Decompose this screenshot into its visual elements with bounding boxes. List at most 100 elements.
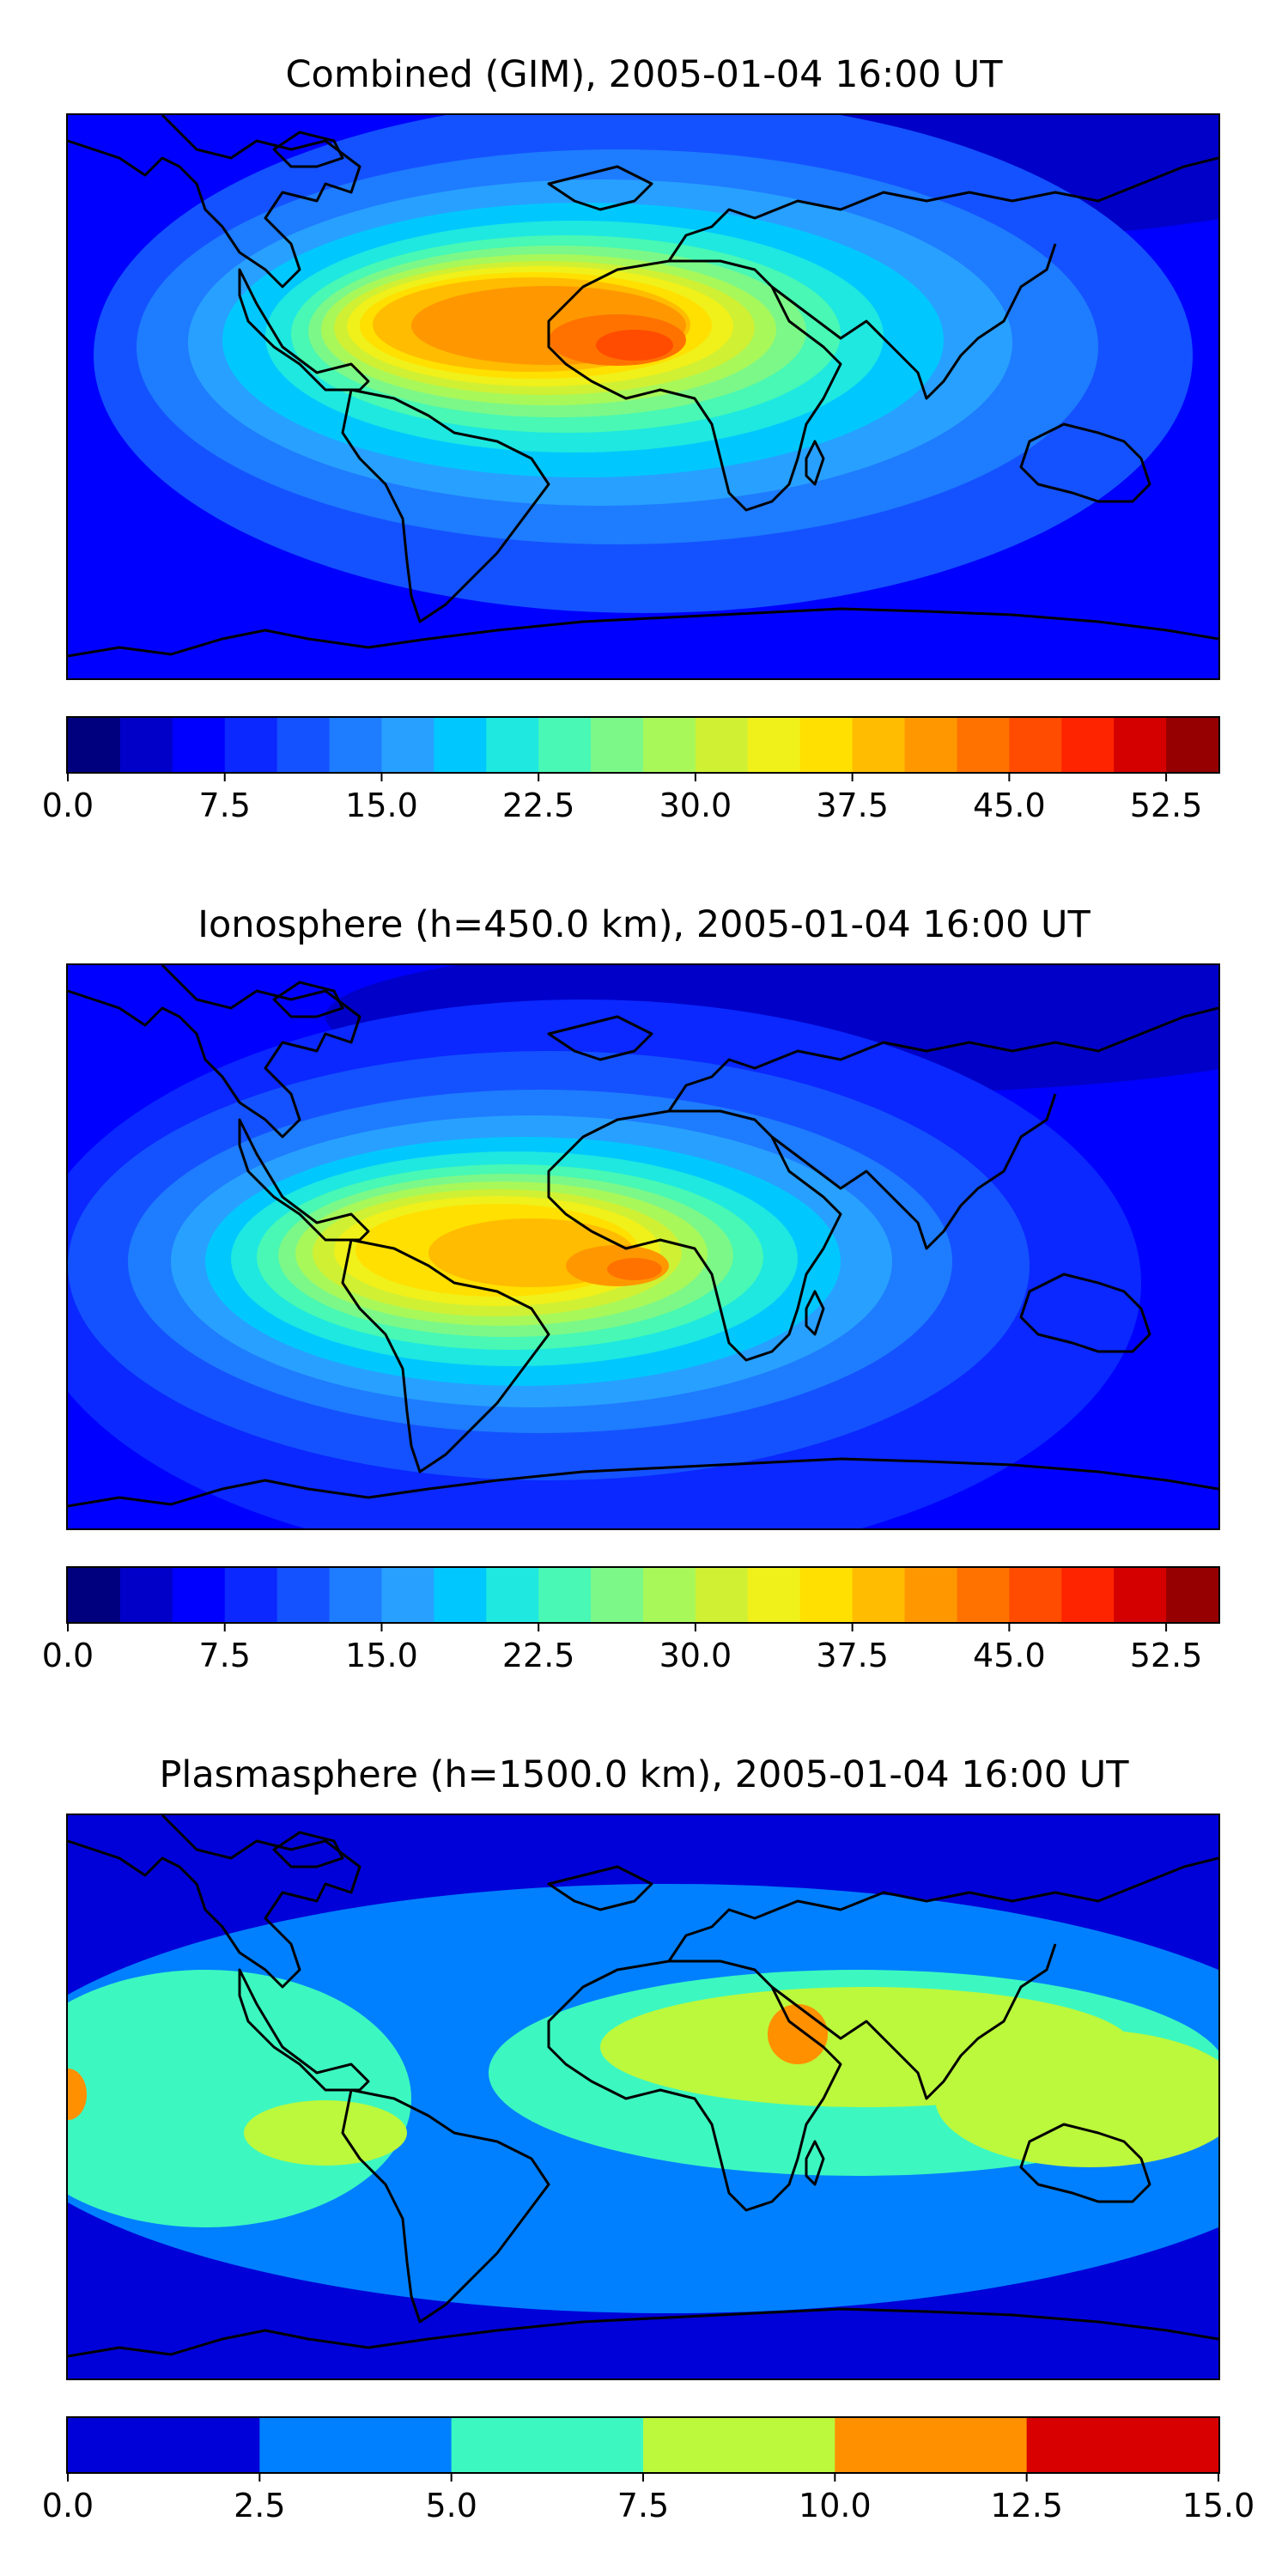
coastline	[667, 1856, 1218, 1962]
colorbar-segment	[1061, 718, 1115, 772]
coastlines	[68, 1815, 1218, 2358]
colorbar-segment	[591, 718, 644, 772]
coastline	[68, 1815, 361, 1989]
colorbar-segment	[695, 718, 749, 772]
colorbar-tick-label: 10.0	[799, 2487, 872, 2524]
contour-band	[596, 330, 673, 361]
contour-band	[68, 2069, 87, 2120]
colorbar-segment	[259, 2418, 453, 2472]
coastline	[667, 156, 1218, 262]
coastline	[547, 259, 842, 512]
colorbar-segment	[329, 1568, 383, 1622]
coastline	[805, 440, 825, 486]
panel-2-colorbar	[66, 1566, 1220, 1624]
colorbar-segment	[852, 718, 906, 772]
colorbar-segment	[1166, 1568, 1218, 1622]
colorbar-tick-label: 12.5	[990, 2487, 1063, 2524]
colorbar-tick-label: 52.5	[1130, 787, 1203, 824]
colorbar-segment	[119, 1568, 173, 1622]
contour-band	[607, 1258, 662, 1280]
colorbar-segment	[957, 718, 1010, 772]
coastline	[1019, 2123, 1151, 2203]
colorbar-tick-label: 45.0	[973, 1637, 1046, 1674]
colorbar-tick-label: 7.5	[199, 787, 251, 824]
colorbar-segment	[538, 718, 592, 772]
colorbar-segment	[434, 1568, 487, 1622]
coastline	[771, 1093, 1057, 1250]
colorbar-tick-label: 15.0	[345, 1637, 418, 1674]
colorbar-segment	[1026, 2418, 1218, 2472]
coastline	[547, 1959, 842, 2212]
colorbar-segment	[957, 1568, 1010, 1622]
colorbar-segment	[643, 718, 696, 772]
coastline	[238, 268, 370, 392]
colorbar-segment	[486, 718, 539, 772]
colorbar-tick-label: 0.0	[42, 2487, 94, 2524]
coastline	[272, 981, 344, 1018]
colorbar-segment	[799, 718, 854, 772]
panel-3-map	[66, 1814, 1220, 2380]
coastline	[68, 965, 361, 1139]
colorbar-segment	[68, 718, 121, 772]
colorbar-tick-label: 7.5	[617, 2487, 669, 2524]
coastline	[547, 1109, 842, 1362]
colorbar-segment	[224, 718, 278, 772]
coastline	[341, 1238, 550, 1473]
coastline	[238, 1118, 370, 1242]
colorbar-segment	[1166, 718, 1218, 772]
colorbar-segment	[276, 718, 331, 772]
coastline	[805, 2140, 825, 2186]
coastline	[341, 388, 550, 623]
colorbar-tick-label: 30.0	[659, 1637, 732, 1674]
coastline	[547, 165, 653, 211]
colorbar-segment	[643, 2418, 835, 2472]
colorbar-segment	[591, 1568, 644, 1622]
colorbar-segment	[381, 1568, 434, 1622]
coastline	[1019, 1273, 1151, 1353]
panel-1-map	[66, 113, 1220, 680]
colorbar-segment	[172, 1568, 226, 1622]
panel-2-map	[66, 963, 1220, 1530]
colorbar-segment	[835, 2418, 1028, 2472]
panel-1-colorbar-ticks: 0.0 7.5 15.0 22.5 30.0 37.5 45.0 52.5	[42, 774, 1220, 834]
colorbar-tick-label: 52.5	[1130, 1637, 1203, 1674]
colorbar-segment	[904, 718, 958, 772]
colorbar-segment	[695, 1568, 749, 1622]
colorbar-segment	[329, 718, 383, 772]
colorbar-segment	[172, 718, 226, 772]
coastline	[68, 115, 361, 289]
colorbar-segment	[276, 1568, 331, 1622]
colorbar-segment	[904, 1568, 958, 1622]
colorbar-segment	[1009, 1568, 1062, 1622]
panel-1-title: Combined (GIM), 2005-01-04 16:00 UT	[285, 53, 1003, 96]
coastline	[341, 2088, 550, 2324]
colorbar-segment	[747, 718, 801, 772]
colorbar-tick-label: 22.5	[502, 1637, 575, 1674]
colorbar-segment	[1061, 1568, 1115, 1622]
coastline	[1019, 422, 1151, 503]
coastline	[68, 2307, 1218, 2358]
coastline	[667, 1006, 1218, 1112]
panel-1-colorbar	[66, 716, 1220, 774]
colorbar-segment	[68, 2418, 260, 2472]
contour-band	[244, 2100, 407, 2166]
colorbar-tick-label: 37.5	[816, 1637, 889, 1674]
coastline	[272, 131, 344, 168]
colorbar-tick-label: 7.5	[199, 1637, 251, 1674]
colorbar-segment	[852, 1568, 906, 1622]
colorbar-segment	[1114, 1568, 1167, 1622]
coastline	[805, 1290, 825, 1336]
colorbar-segment	[68, 1568, 121, 1622]
coastline	[68, 607, 1218, 658]
coastlines	[68, 115, 1218, 658]
colorbar-tick-label: 30.0	[659, 787, 732, 824]
colorbar-segment	[643, 1568, 696, 1622]
colorbar-segment	[224, 1568, 278, 1622]
colorbar-tick-label: 22.5	[502, 787, 575, 824]
colorbar-tick-label: 5.0	[425, 2487, 477, 2524]
colorbar-segment	[1114, 718, 1167, 772]
coastline	[771, 243, 1057, 400]
colorbar-segment	[451, 2418, 644, 2472]
colorbar-segment	[1009, 718, 1062, 772]
contour-band	[935, 2030, 1218, 2167]
